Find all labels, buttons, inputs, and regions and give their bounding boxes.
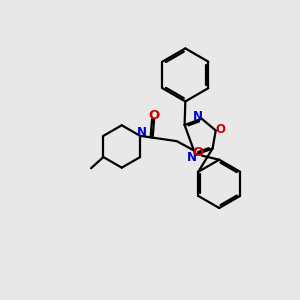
Text: N: N bbox=[136, 125, 147, 139]
Text: O: O bbox=[215, 122, 225, 136]
Text: O: O bbox=[148, 109, 160, 122]
Text: O: O bbox=[192, 146, 204, 159]
Text: N: N bbox=[193, 110, 203, 123]
Text: N: N bbox=[187, 151, 196, 164]
